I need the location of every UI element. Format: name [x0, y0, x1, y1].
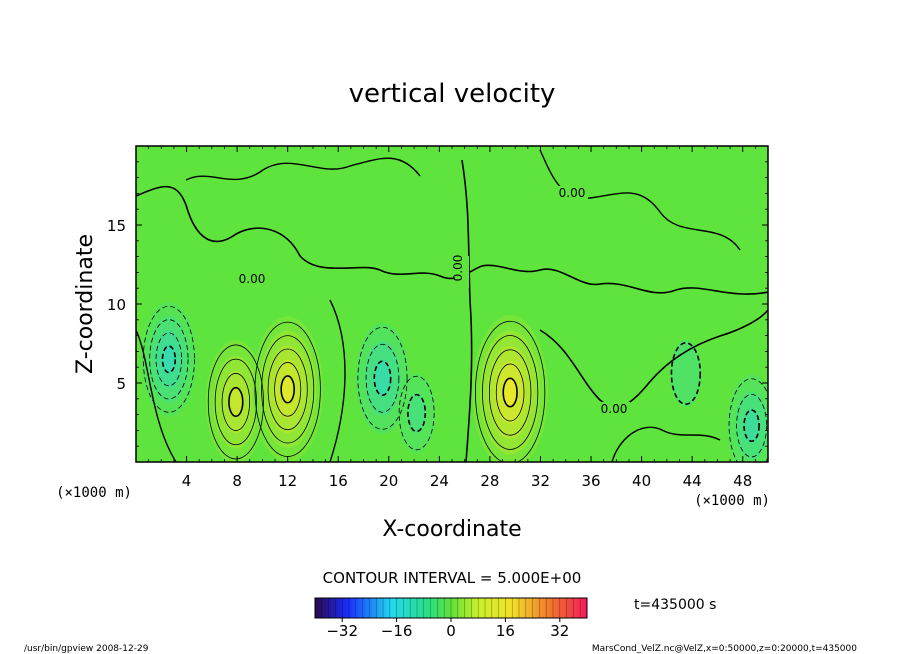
contour-line: [267, 348, 308, 431]
contour-line: [228, 386, 244, 418]
x-tick-label: 4: [182, 472, 192, 490]
field-shade: [373, 359, 392, 397]
contour-line: [728, 378, 768, 462]
zero-contour-mid-lower: [329, 299, 346, 462]
x-tick-label: 28: [480, 472, 499, 490]
field-shade: [502, 376, 518, 408]
field-shade: [407, 393, 427, 434]
zero-contour-upper: [136, 185, 768, 295]
footer-left: /usr/bin/gpview 2008-12-29: [24, 644, 149, 654]
field-shade: [743, 408, 760, 443]
contour-line: [142, 305, 195, 413]
y-tick-label: 5: [116, 375, 126, 393]
colorbar-tick-label: 16: [496, 622, 515, 640]
contour-label-zero: 0.00: [601, 402, 628, 416]
contour-interval-label: CONTOUR INTERVAL = 5.000E+00: [323, 569, 582, 587]
contour-line: [280, 375, 295, 404]
x-tick-label: 8: [232, 472, 242, 490]
contour-line: [495, 363, 525, 422]
field-shade: [228, 386, 244, 418]
contour-line: [274, 362, 302, 417]
colorbar: −32 −16 0 16 32: [314, 597, 588, 640]
contour-line: [161, 345, 177, 374]
contour-line: [502, 377, 518, 408]
field-shade: [670, 340, 702, 407]
contour-line: [357, 326, 408, 430]
contour-line: [398, 375, 435, 451]
colorbar-bands: [321, 598, 581, 618]
chart-title: vertical velocity: [349, 79, 556, 109]
x-axis-label: X-coordinate: [382, 517, 521, 542]
zero-contour-left-lower: [136, 329, 177, 462]
contour-line: [407, 393, 427, 433]
y-tick-label: 15: [107, 217, 126, 235]
contour-line: [207, 344, 264, 460]
contour-line: [670, 342, 702, 406]
contour-label-zero: 0.00: [239, 272, 266, 286]
contour-line: [736, 393, 767, 458]
y-axis-label: Z-coordinate: [73, 234, 98, 374]
x-axis-ticks: 4 8 12 16 20 24 28 32 36 40 44 48: [148, 146, 756, 490]
x-tick-label: 36: [581, 472, 600, 490]
colorbar-ticks: −32 −16 0 16 32: [326, 618, 569, 640]
contour-line: [221, 373, 251, 431]
contour-line: [149, 319, 189, 400]
contour-labels: 0.00 0.00 0.00 0.00: [236, 186, 630, 416]
x-tick-label: 20: [379, 472, 398, 490]
x-unit-right: (×1000 m): [694, 493, 770, 509]
contour-line: [365, 343, 400, 413]
y-tick-label: 10: [107, 296, 126, 314]
contour-lines: [136, 149, 768, 462]
field-shade: [161, 344, 176, 374]
x-unit-left: (×1000 m): [56, 485, 132, 501]
x-tick-label: 24: [430, 472, 449, 490]
x-tick-label: 48: [733, 472, 752, 490]
contour-line: [373, 360, 392, 397]
x-tick-label: 12: [278, 472, 297, 490]
contour-label-zero: 0.00: [451, 255, 465, 282]
zero-contour-right-lower: [611, 426, 721, 462]
x-tick-label: 32: [531, 472, 550, 490]
footer-right: MarsCond_VelZ.nc@VelZ,x=0:50000,z=0:2000…: [592, 644, 857, 654]
plot-area: [136, 146, 768, 462]
zero-contour-top: [185, 157, 421, 181]
colorbar-tick-label: 0: [446, 622, 456, 640]
y-axis-ticks: 5 10 15: [107, 161, 768, 447]
colorbar-tick-label: −16: [381, 622, 413, 640]
contour-line: [482, 335, 539, 450]
contour-line: [488, 349, 532, 436]
time-label: t=435000 s: [634, 597, 716, 613]
contour-line: [475, 320, 546, 462]
x-tick-label: 44: [683, 472, 702, 490]
contour-line: [155, 332, 183, 387]
colorbar-tick-label: 32: [550, 622, 569, 640]
field-shade: [280, 374, 295, 404]
field-features: [141, 301, 768, 462]
x-tick-label: 16: [329, 472, 348, 490]
contour-line: [214, 358, 257, 446]
contour-line: [261, 335, 315, 444]
zero-contour-lower: [539, 309, 768, 408]
zero-contour-right: [539, 149, 741, 251]
zero-contour-divider: [461, 159, 473, 462]
x-tick-label: 40: [632, 472, 651, 490]
contour-line: [743, 409, 760, 443]
contour-label-zero: 0.00: [559, 186, 586, 200]
colorbar-tick-label: −32: [326, 622, 358, 640]
